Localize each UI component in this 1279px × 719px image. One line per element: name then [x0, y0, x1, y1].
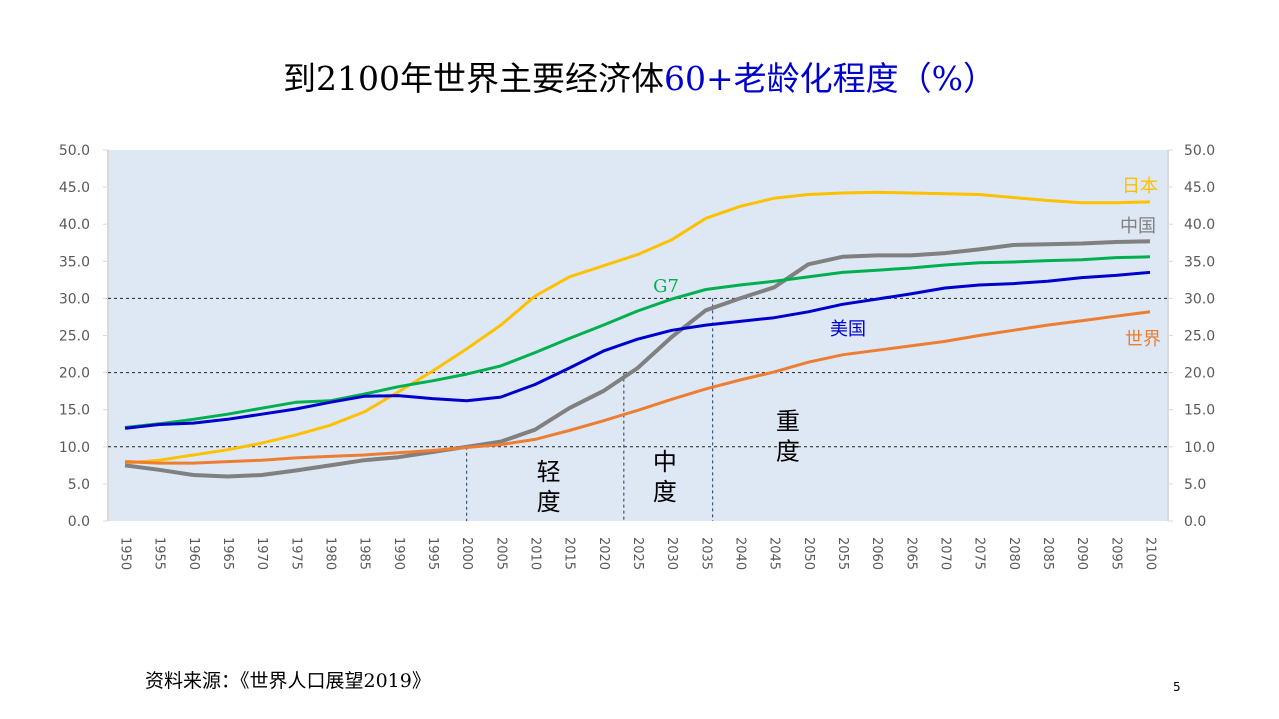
x-tick-label: 1965	[220, 537, 235, 570]
x-tick-label: 2010	[528, 537, 543, 570]
y-tick-label: 25.0	[59, 329, 90, 345]
stage-label: 度	[653, 478, 677, 506]
y-tick-label-right: 20.0	[1184, 366, 1215, 382]
series-label: G7	[653, 276, 679, 297]
source-note: 资料来源：《世界人口展望2019》	[145, 670, 431, 692]
x-tick-label: 2090	[1074, 537, 1089, 570]
y-tick-label-right: 30.0	[1184, 291, 1215, 307]
series-line-世界	[124, 310, 1151, 465]
y-tick-label-right: 15.0	[1184, 403, 1215, 419]
series-line-G7	[124, 255, 1151, 429]
x-tick-label: 2020	[596, 537, 611, 570]
x-tick-label: 1960	[186, 537, 201, 570]
y-tick-label-right: 35.0	[1184, 254, 1215, 270]
x-tick-label: 2080	[1006, 537, 1021, 570]
y-tick-label: 40.0	[59, 217, 90, 233]
page-number: 5	[1173, 680, 1181, 694]
x-tick-label: 2070	[938, 537, 953, 570]
x-tick-label: 1970	[254, 537, 269, 570]
y-tick-label-right: 5.0	[1184, 477, 1206, 493]
y-tick-label: 10.0	[59, 440, 90, 456]
x-tick-label: 1950	[118, 537, 133, 570]
y-tick-label-right: 50.0	[1184, 143, 1215, 159]
y-tick-label-right: 40.0	[1184, 217, 1215, 233]
stage-label: 轻	[537, 458, 561, 486]
x-tick-label: 2060	[869, 537, 884, 570]
y-tick-label-right: 10.0	[1184, 440, 1215, 456]
stage-label: 中	[653, 448, 677, 476]
x-tick-label: 2030	[664, 537, 679, 570]
x-tick-label: 2055	[835, 537, 850, 570]
series-line-美国	[124, 270, 1151, 430]
x-tick-label: 2040	[733, 537, 748, 570]
stage-label: 重	[776, 408, 800, 436]
title-part1: 到2100年世界主要经济体	[283, 59, 664, 98]
page-title: 到2100年世界主要经济体60+老龄化程度（%）	[0, 52, 1279, 100]
x-tick-label: 2075	[972, 537, 987, 570]
y-tick-label-right: 45.0	[1184, 180, 1215, 196]
y-tick-label-right: 0.0	[1184, 514, 1206, 530]
x-tick-label: 2035	[698, 537, 713, 570]
x-tick-label: 1980	[323, 537, 338, 570]
y-tick-label: 45.0	[59, 180, 90, 196]
title-part2: 60+老龄化程度（%）	[663, 59, 996, 98]
x-tick-label: 1985	[357, 537, 372, 570]
x-tick-label: 1995	[425, 537, 440, 570]
y-tick-label: 5.0	[68, 477, 90, 493]
y-tick-label: 20.0	[59, 366, 90, 382]
x-tick-label: 2045	[767, 537, 782, 570]
x-tick-label: 2015	[562, 537, 577, 570]
y-tick-label: 0.0	[68, 514, 90, 530]
x-tick-label: 2100	[1143, 537, 1158, 570]
x-tick-label: 2085	[1040, 537, 1055, 570]
y-tick-label: 30.0	[59, 291, 90, 307]
series-label: 中国	[1120, 216, 1156, 237]
y-tick-label-right: 25.0	[1184, 329, 1215, 345]
x-tick-label: 1990	[391, 537, 406, 570]
x-tick-label: 2005	[493, 537, 508, 570]
series-label: 日本	[1122, 176, 1158, 197]
y-tick-label: 35.0	[59, 254, 90, 270]
stage-label: 度	[537, 488, 561, 516]
series-label: 世界	[1125, 329, 1161, 350]
plot-area	[108, 150, 1168, 521]
x-tick-label: 2050	[801, 537, 816, 570]
y-tick-label: 50.0	[59, 143, 90, 159]
y-tick-label: 15.0	[59, 403, 90, 419]
x-tick-label: 1955	[152, 537, 167, 570]
series-line-中国	[124, 239, 1151, 479]
x-tick-label: 2000	[459, 537, 474, 570]
x-tick-label: 2025	[630, 537, 645, 570]
series-line-日本	[124, 190, 1151, 465]
series-label: 美国	[830, 319, 866, 340]
stage-label: 度	[776, 438, 800, 466]
x-tick-label: 1975	[288, 537, 303, 570]
x-tick-label: 2065	[903, 537, 918, 570]
x-tick-label: 2095	[1108, 537, 1123, 570]
